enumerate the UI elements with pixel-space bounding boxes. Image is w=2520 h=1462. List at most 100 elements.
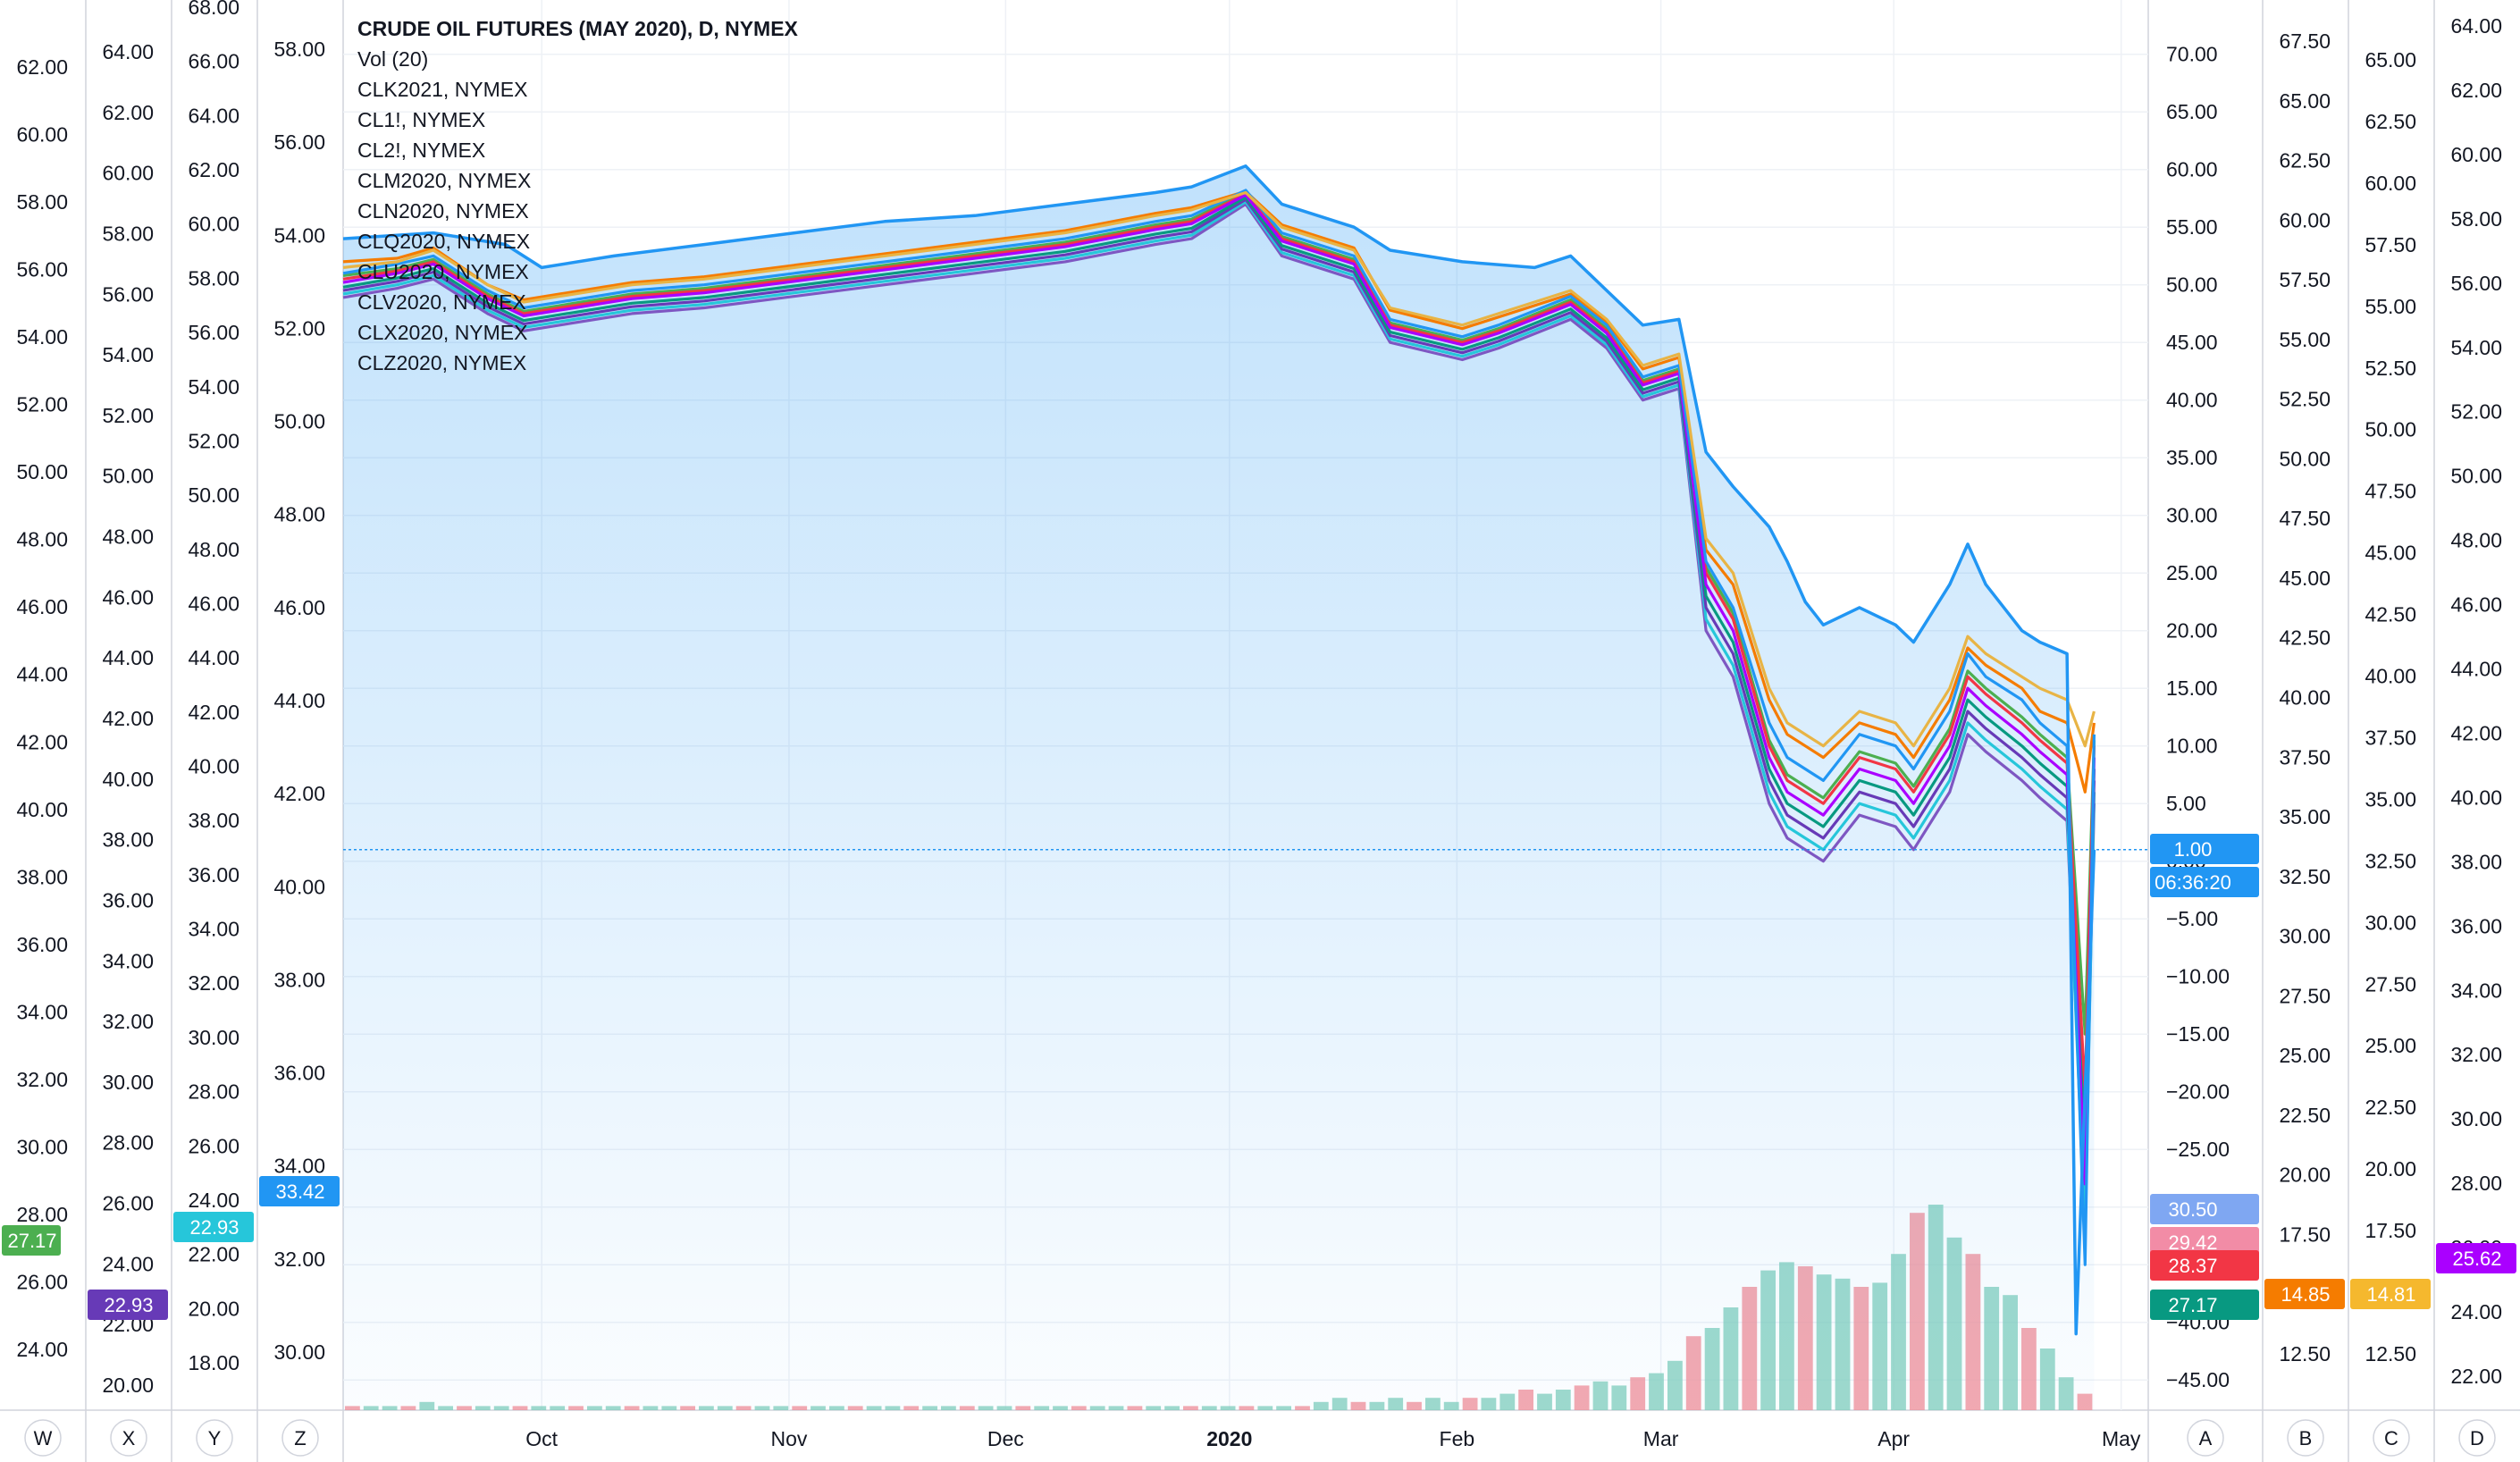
axis-A-tick: −20.00 [2166, 1080, 2230, 1104]
series-line-clk2021 [342, 190, 2096, 748]
scale-button-z[interactable] [281, 1419, 319, 1457]
axis-A-tick: −15.00 [2166, 1022, 2230, 1046]
legend-item: Vol (20) [357, 47, 428, 71]
axis-B-tick: 22.50 [2279, 1104, 2331, 1127]
price-tag-a [2150, 1250, 2259, 1281]
price-tag-label: 06:36:20 [2155, 871, 2231, 894]
axis-C-tick: 50.00 [2365, 418, 2416, 441]
axis-W-tick: 36.00 [16, 933, 68, 956]
series-line-clm2020 [342, 193, 2096, 1186]
axis-A-tick: −25.00 [2166, 1138, 2230, 1161]
price-tag-label: 29.42 [2168, 1231, 2217, 1254]
legend-item: CL2!, NYMEX [357, 139, 485, 162]
axis-Y-tick: 64.00 [188, 104, 239, 127]
axis-Y-tick: 18.00 [188, 1351, 239, 1374]
axis-D-tick: 34.00 [2450, 979, 2502, 1002]
legend: CRUDE OIL FUTURES (MAY 2020), D, NYMEX Vo… [357, 17, 799, 374]
axis-X-tick: 34.00 [102, 949, 154, 972]
axis-A-tick: 25.00 [2166, 561, 2218, 584]
axis-C-tick: 30.00 [2365, 911, 2416, 934]
time-tick: Apr [1877, 1427, 1910, 1450]
axis-Y-tick: 26.00 [188, 1134, 239, 1157]
axis-D-tick: 28.00 [2450, 1172, 2502, 1195]
price-tag-a [2150, 1194, 2259, 1224]
axis-A-tick: −10.00 [2166, 965, 2230, 988]
scale-button-w[interactable] [24, 1419, 62, 1457]
axis-W-tick: 62.00 [16, 55, 68, 79]
axis-W-tick: 46.00 [16, 595, 68, 618]
axis-D-tick: 52.00 [2450, 400, 2502, 424]
scale-button-y[interactable] [196, 1419, 233, 1457]
price-tag-label: 14.85 [2281, 1283, 2330, 1306]
time-tick: Feb [1440, 1427, 1475, 1450]
axis-Z-tick: 48.00 [273, 503, 325, 526]
axis-C-tick: 52.50 [2365, 357, 2416, 380]
legend-item: CLQ2020, NYMEX [357, 230, 530, 253]
axis-C-tick: 25.00 [2365, 1034, 2416, 1057]
scale-button-d[interactable] [2458, 1419, 2496, 1457]
scale-button-c[interactable] [2373, 1419, 2410, 1457]
price-tag-b [2264, 1279, 2345, 1309]
price-tag-label: 27.17 [2168, 1294, 2217, 1316]
axis-X-tick: 64.00 [102, 40, 154, 63]
scale-button-x[interactable] [110, 1419, 147, 1457]
price-tag-label: 22.93 [189, 1216, 239, 1239]
axis-B-tick: 55.00 [2279, 328, 2331, 351]
axis-A-tick: 20.00 [2166, 619, 2218, 643]
axis-B-tick: 50.00 [2279, 447, 2331, 470]
axis-D-tick: 44.00 [2450, 658, 2502, 681]
price-tag-label: 27.17 [7, 1230, 56, 1252]
series-line-clu2020 [342, 196, 2096, 1151]
price-tag-label: 28.37 [2168, 1255, 2217, 1277]
axis-X-tick: 60.00 [102, 162, 154, 185]
area-layer [343, 165, 2095, 1410]
axis-A-tick: 30.00 [2166, 504, 2218, 527]
scale-button-a[interactable] [2187, 1419, 2224, 1457]
axis-X-tick: 50.00 [102, 465, 154, 488]
axis-C-tick: 65.00 [2365, 48, 2416, 71]
legend-item: CLN2020, NYMEX [357, 199, 529, 223]
chart-title: CRUDE OIL FUTURES (MAY 2020), D, NYMEX [357, 17, 799, 40]
series-line-cl2 [342, 189, 2096, 794]
axis-A-tick: 35.00 [2166, 446, 2218, 469]
axis-X-tick: 58.00 [102, 222, 154, 245]
scale-button-b[interactable] [2287, 1419, 2324, 1457]
price-tag-d [2436, 1243, 2516, 1273]
scale-button-label: Y [208, 1427, 222, 1449]
price-tag-c [2350, 1279, 2431, 1309]
axis-Z-tick: 56.00 [273, 130, 325, 154]
axis-D-tick: 36.00 [2450, 914, 2502, 937]
price-tag-y [173, 1212, 254, 1242]
axis-X-tick: 54.00 [102, 343, 154, 366]
axis-Y-tick: 30.00 [188, 1026, 239, 1049]
axis-X-tick: 42.00 [102, 707, 154, 730]
axis-Y-tick: 66.00 [188, 50, 239, 73]
price-tag-x [88, 1290, 168, 1320]
axis-X-tick: 32.00 [102, 1010, 154, 1033]
axis-B-tick: 60.00 [2279, 208, 2331, 231]
axis-Z-tick: 30.00 [273, 1340, 325, 1364]
axis-Y-tick: 38.00 [188, 809, 239, 832]
axis-W-tick: 26.00 [16, 1270, 68, 1293]
axis-A-tick: 70.00 [2166, 43, 2218, 66]
axis-D-tick: 58.00 [2450, 207, 2502, 231]
axis-D-tick: 38.00 [2450, 850, 2502, 873]
axis-B-tick: 52.50 [2279, 388, 2331, 411]
axis-B-tick: 67.50 [2279, 29, 2331, 53]
axis-Y-tick: 32.00 [188, 971, 239, 995]
axis-A-tick: 45.00 [2166, 331, 2218, 354]
legend-item: CLU2020, NYMEX [357, 260, 529, 283]
series-line-clv2020 [342, 197, 2096, 1117]
axis-B-tick: 35.00 [2279, 805, 2331, 828]
axis-C-tick: 60.00 [2365, 172, 2416, 195]
axis-X-tick: 44.00 [102, 646, 154, 669]
axis-W-tick: 28.00 [16, 1203, 68, 1226]
axis-B-tick: 25.00 [2279, 1044, 2331, 1067]
price-tag-a [2150, 1227, 2259, 1257]
axis-D-tick: 22.00 [2450, 1365, 2502, 1388]
axis-B-tick: 12.50 [2279, 1342, 2331, 1365]
axis-W-tick: 34.00 [16, 1000, 68, 1023]
scale-button-label: Z [294, 1427, 306, 1449]
axis-Y-tick: 20.00 [188, 1297, 239, 1320]
